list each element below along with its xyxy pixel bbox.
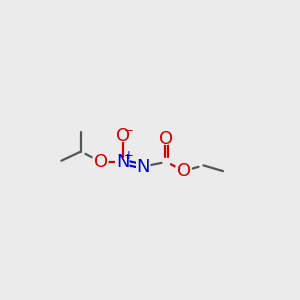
- Text: O: O: [116, 128, 130, 146]
- Text: O: O: [177, 162, 191, 180]
- Text: −: −: [124, 124, 134, 137]
- Text: O: O: [113, 127, 132, 146]
- Text: O: O: [174, 161, 193, 181]
- Text: O: O: [94, 153, 108, 171]
- Text: +: +: [124, 149, 134, 162]
- Text: O: O: [157, 129, 176, 149]
- Text: N: N: [136, 158, 150, 175]
- Text: N: N: [113, 152, 132, 172]
- Text: N: N: [134, 157, 153, 176]
- Text: O: O: [159, 130, 173, 148]
- Text: N: N: [116, 153, 129, 171]
- Text: O: O: [91, 152, 110, 172]
